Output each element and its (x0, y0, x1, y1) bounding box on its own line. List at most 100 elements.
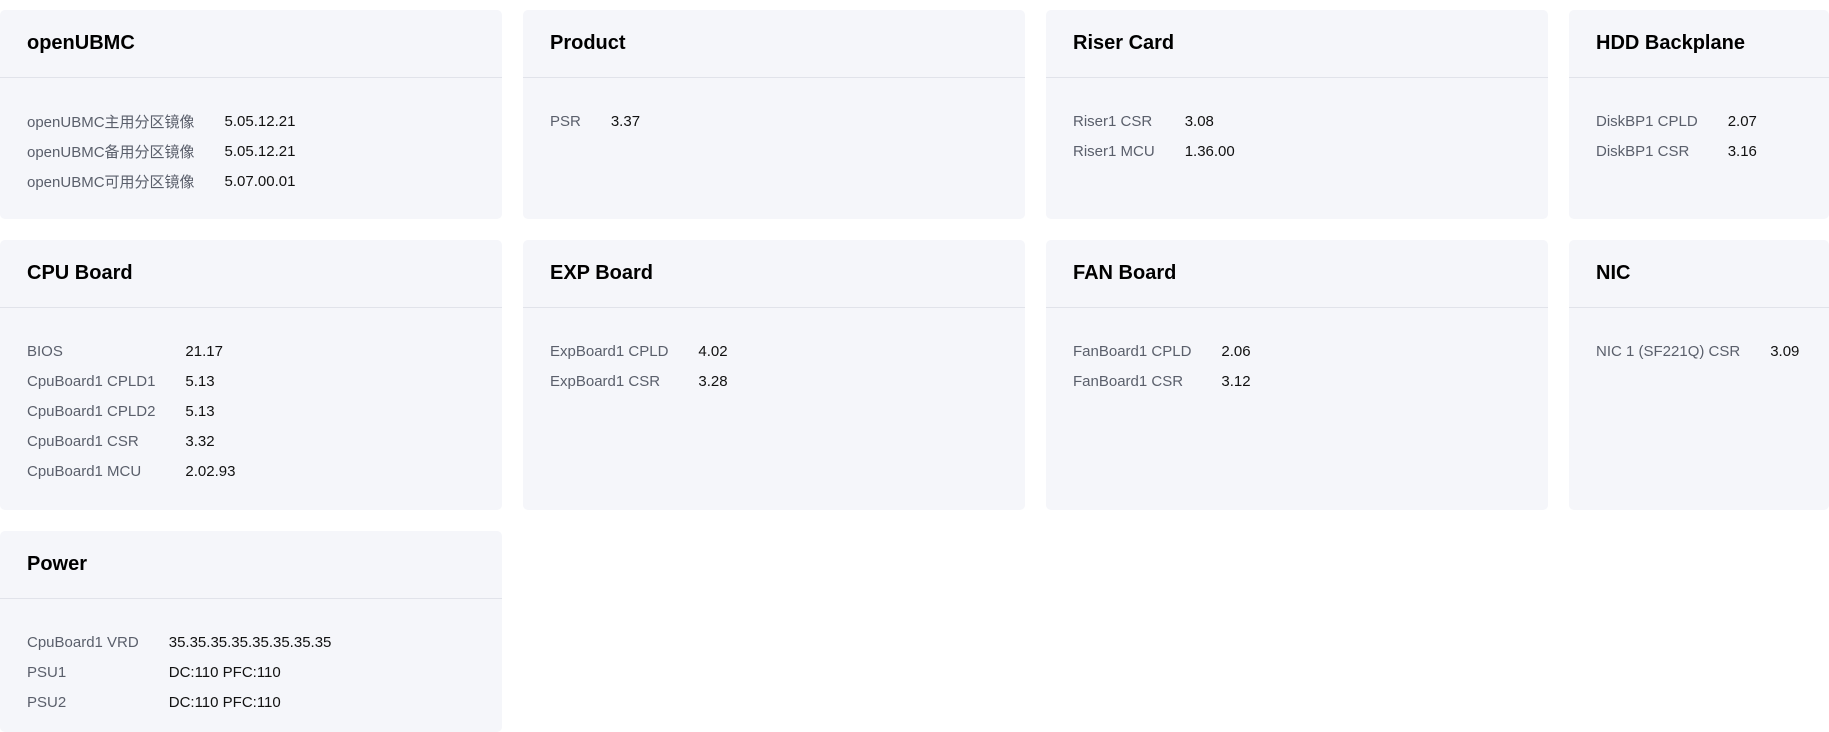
card-riser-card: Riser Card Riser1 CSR 3.08 Riser1 MCU 1.… (1046, 10, 1548, 219)
version-row: PSU1 DC:110 PFC:110 (27, 657, 331, 687)
card-body: openUBMC主用分区镜像 5.05.12.21 openUBMC备用分区镜像… (0, 78, 502, 196)
version-value: 5.05.12.21 (224, 112, 296, 130)
card-openubmc: openUBMC openUBMC主用分区镜像 5.05.12.21 openU… (0, 10, 502, 219)
component-label: CpuBoard1 CPLD2 (27, 402, 156, 420)
version-value: 5.13 (185, 372, 215, 390)
version-value: DC:110 PFC:110 (168, 663, 281, 681)
version-row: PSU2 DC:110 PFC:110 (27, 687, 331, 717)
version-row: CpuBoard1 MCU 2.02.93 (27, 456, 235, 486)
component-label: DiskBP1 CPLD (1596, 112, 1698, 130)
component-label: CpuBoard1 CPLD1 (27, 372, 156, 390)
card-header: Power (0, 531, 502, 599)
version-value: 2.07 (1727, 112, 1757, 130)
component-label: CpuBoard1 MCU (27, 462, 142, 480)
version-row: openUBMC可用分区镜像 5.07.00.01 (27, 166, 295, 196)
firmware-version-grid: openUBMC openUBMC主用分区镜像 5.05.12.21 openU… (0, 10, 1829, 732)
version-row: NIC 1 (SF221Q) CSR 3.09 (1596, 336, 1799, 366)
version-row: FanBoard1 CPLD 2.06 (1073, 336, 1251, 366)
version-row: ExpBoard1 CPLD 4.02 (550, 336, 728, 366)
component-label: CpuBoard1 VRD (27, 633, 139, 651)
card-header: FAN Board (1046, 240, 1548, 308)
card-title: CPU Board (27, 262, 133, 284)
version-row: Riser1 CSR 3.08 (1073, 106, 1235, 136)
card-cpu-board: CPU Board BIOS 21.17 CpuBoard1 CPLD1 5.1… (0, 240, 502, 510)
component-label: NIC 1 (SF221Q) CSR (1596, 342, 1741, 360)
version-value: 4.02 (698, 342, 728, 360)
card-header: Product (523, 10, 1025, 78)
version-value: DC:110 PFC:110 (168, 693, 281, 711)
card-title: Product (550, 32, 626, 54)
version-value: 3.28 (698, 372, 728, 390)
card-header: CPU Board (0, 240, 502, 308)
card-nic: NIC NIC 1 (SF221Q) CSR 3.09 (1569, 240, 1829, 510)
version-value: 35.35.35.35.35.35.35.35 (168, 633, 332, 651)
version-row: BIOS 21.17 (27, 336, 235, 366)
version-row: openUBMC主用分区镜像 5.05.12.21 (27, 106, 295, 136)
card-header: EXP Board (523, 240, 1025, 308)
version-value: 5.05.12.21 (224, 142, 296, 160)
card-title: EXP Board (550, 262, 653, 284)
version-row: openUBMC备用分区镜像 5.05.12.21 (27, 136, 295, 166)
card-header: openUBMC (0, 10, 502, 78)
version-value: 3.37 (610, 112, 641, 130)
component-label: openUBMC可用分区镜像 (27, 173, 195, 191)
card-title: NIC (1596, 262, 1631, 284)
component-label: Riser1 CSR (1073, 112, 1153, 130)
version-value: 3.16 (1727, 142, 1757, 160)
card-body: DiskBP1 CPLD 2.07 DiskBP1 CSR 3.16 (1569, 78, 1829, 166)
card-body: CpuBoard1 VRD 35.35.35.35.35.35.35.35 PS… (0, 599, 502, 717)
version-value: 5.07.00.01 (224, 172, 296, 190)
card-product: Product PSR 3.37 (523, 10, 1025, 219)
component-label: ExpBoard1 CPLD (550, 342, 669, 360)
card-body: ExpBoard1 CPLD 4.02 ExpBoard1 CSR 3.28 (523, 308, 1025, 396)
card-header: Riser Card (1046, 10, 1548, 78)
component-label: ExpBoard1 CSR (550, 372, 661, 390)
version-table: ExpBoard1 CPLD 4.02 ExpBoard1 CSR 3.28 (550, 336, 728, 396)
card-fan-board: FAN Board FanBoard1 CPLD 2.06 FanBoard1 … (1046, 240, 1548, 510)
component-label: PSU1 (27, 663, 67, 681)
version-value: 3.08 (1184, 112, 1214, 130)
version-table: Riser1 CSR 3.08 Riser1 MCU 1.36.00 (1073, 106, 1235, 166)
card-title: HDD Backplane (1596, 32, 1745, 54)
version-table: DiskBP1 CPLD 2.07 DiskBP1 CSR 3.16 (1596, 106, 1757, 166)
version-value: 2.02.93 (185, 462, 236, 480)
card-header: HDD Backplane (1569, 10, 1829, 78)
version-value: 2.06 (1221, 342, 1251, 360)
component-label: openUBMC备用分区镜像 (27, 143, 195, 161)
version-value: 3.32 (185, 432, 215, 450)
component-label: DiskBP1 CSR (1596, 142, 1690, 160)
version-row: CpuBoard1 VRD 35.35.35.35.35.35.35.35 (27, 627, 331, 657)
version-table: FanBoard1 CPLD 2.06 FanBoard1 CSR 3.12 (1073, 336, 1251, 396)
component-label: CpuBoard1 CSR (27, 432, 139, 450)
component-label: FanBoard1 CPLD (1073, 342, 1192, 360)
component-label: FanBoard1 CSR (1073, 372, 1184, 390)
version-row: ExpBoard1 CSR 3.28 (550, 366, 728, 396)
card-title: Power (27, 553, 88, 575)
card-body: PSR 3.37 (523, 78, 1025, 136)
version-row: DiskBP1 CPLD 2.07 (1596, 106, 1757, 136)
version-table: NIC 1 (SF221Q) CSR 3.09 (1596, 336, 1799, 366)
card-body: BIOS 21.17 CpuBoard1 CPLD1 5.13 CpuBoard… (0, 308, 502, 486)
version-value: 1.36.00 (1184, 142, 1235, 160)
version-value: 21.17 (185, 342, 223, 360)
card-hdd-backplane: HDD Backplane DiskBP1 CPLD 2.07 DiskBP1 … (1569, 10, 1829, 219)
card-body: FanBoard1 CPLD 2.06 FanBoard1 CSR 3.12 (1046, 308, 1548, 396)
version-row: FanBoard1 CSR 3.12 (1073, 366, 1251, 396)
version-table: PSR 3.37 (550, 106, 640, 136)
version-row: CpuBoard1 CSR 3.32 (27, 426, 235, 456)
card-body: NIC 1 (SF221Q) CSR 3.09 (1569, 308, 1829, 366)
component-label: Riser1 MCU (1073, 142, 1155, 160)
card-body: Riser1 CSR 3.08 Riser1 MCU 1.36.00 (1046, 78, 1548, 166)
card-exp-board: EXP Board ExpBoard1 CPLD 4.02 ExpBoard1 … (523, 240, 1025, 510)
version-table: BIOS 21.17 CpuBoard1 CPLD1 5.13 CpuBoard… (27, 336, 235, 486)
version-row: DiskBP1 CSR 3.16 (1596, 136, 1757, 166)
version-row: Riser1 MCU 1.36.00 (1073, 136, 1235, 166)
version-row: CpuBoard1 CPLD2 5.13 (27, 396, 235, 426)
version-row: PSR 3.37 (550, 106, 640, 136)
version-value: 3.09 (1770, 342, 1800, 360)
card-header: NIC (1569, 240, 1829, 308)
version-table: CpuBoard1 VRD 35.35.35.35.35.35.35.35 PS… (27, 627, 331, 717)
version-value: 3.12 (1221, 372, 1251, 390)
component-label: PSU2 (27, 693, 67, 711)
version-value: 5.13 (185, 402, 215, 420)
